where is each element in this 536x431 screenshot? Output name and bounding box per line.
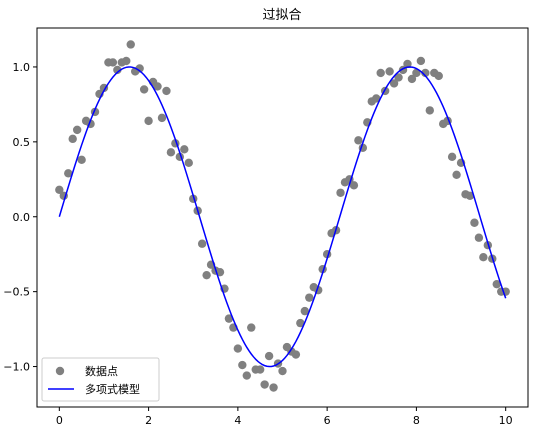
data-point (465, 191, 475, 200)
legend: 数据点 多项式模型 (41, 357, 160, 402)
legend-label-scatter: 数据点 (85, 364, 118, 378)
data-point (72, 125, 82, 135)
data-point (180, 145, 189, 154)
data-point (421, 68, 430, 78)
legend-label-line: 多项式模型 (85, 382, 140, 396)
data-point (166, 148, 176, 157)
data-point (300, 306, 310, 316)
legend-box (41, 357, 160, 402)
data-point (135, 64, 144, 73)
model-line-layer (58, 66, 507, 368)
data-point (412, 68, 421, 78)
plot-frame (36, 27, 529, 408)
y-tick-label: 0.5 (13, 136, 31, 149)
data-point (122, 56, 131, 66)
data-point (354, 136, 363, 145)
data-point (139, 85, 149, 94)
data-point (255, 365, 265, 374)
data-point (144, 116, 153, 126)
data-point (184, 158, 193, 168)
x-axis: 0 2 4 6 8 10 (56, 407, 513, 427)
scatter-layer (55, 40, 510, 392)
data-point (157, 113, 167, 123)
data-point (416, 56, 426, 66)
x-tick-label: 10 (499, 414, 513, 427)
data-point (197, 239, 207, 248)
data-point (425, 106, 434, 115)
x-tick-label: 8 (413, 414, 420, 427)
y-axis: −1.0 −0.5 0.0 0.5 1.0 (3, 61, 37, 374)
data-point (238, 360, 247, 370)
data-point (403, 59, 412, 69)
x-tick-label: 6 (324, 414, 331, 427)
x-tick-label: 2 (145, 414, 152, 427)
data-point (269, 383, 278, 392)
x-tick-label: 0 (56, 414, 63, 427)
data-point (492, 279, 501, 289)
chart-title: 过拟合 (262, 8, 301, 23)
data-point (233, 344, 243, 353)
data-point (385, 67, 394, 76)
data-point (470, 218, 479, 227)
data-point (376, 68, 385, 78)
data-point (68, 134, 77, 144)
data-point (77, 155, 86, 165)
data-point (296, 318, 305, 328)
data-point (108, 58, 118, 67)
data-point (447, 152, 457, 162)
data-point (305, 293, 314, 302)
data-point (349, 181, 359, 190)
data-point (336, 188, 345, 197)
legend-marker-scatter (55, 366, 65, 376)
data-point (479, 253, 488, 262)
y-tick-label: 0.0 (13, 211, 31, 224)
data-point (264, 351, 274, 361)
x-tick-label: 4 (234, 414, 241, 427)
data-point (247, 323, 256, 332)
data-point (372, 94, 381, 103)
y-tick-label: −1.0 (3, 361, 30, 374)
data-point (153, 82, 162, 91)
model-line (58, 66, 507, 368)
data-point (394, 73, 403, 82)
data-point (113, 65, 122, 75)
y-tick-label: 1.0 (13, 61, 31, 74)
data-point (278, 366, 287, 376)
data-point (224, 314, 234, 323)
data-point (162, 86, 171, 96)
data-point (55, 185, 64, 194)
data-point (291, 350, 301, 359)
data-point (126, 40, 135, 49)
data-point (242, 371, 251, 380)
data-point (260, 380, 269, 389)
y-tick-label: −0.5 (3, 286, 30, 299)
plot-background (37, 28, 528, 407)
data-point (407, 74, 417, 84)
data-point (474, 233, 484, 242)
data-point (202, 270, 211, 280)
data-point (434, 71, 443, 81)
data-point (64, 169, 73, 178)
data-point (452, 170, 461, 180)
data-point (389, 79, 399, 88)
